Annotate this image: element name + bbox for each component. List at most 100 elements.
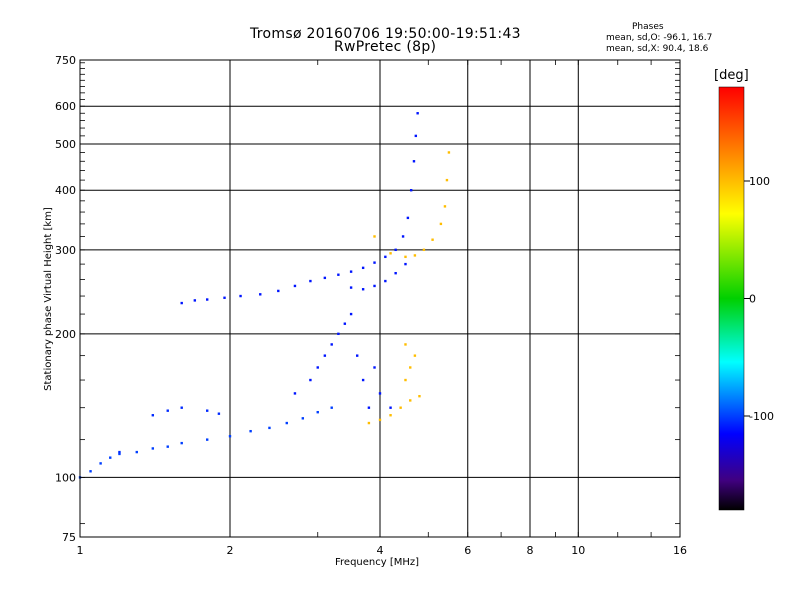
echo-point [151, 447, 155, 450]
echo-point [337, 273, 340, 276]
echo-point [361, 266, 365, 270]
echo-point [118, 450, 121, 454]
echo-point [418, 394, 421, 398]
echo-point [193, 299, 197, 302]
echo-point [394, 271, 397, 275]
echo-point [293, 284, 297, 288]
echo-point [367, 421, 371, 425]
echo-point [309, 279, 312, 283]
echo-point [180, 301, 183, 305]
echo-point [309, 378, 312, 382]
echo-point [343, 322, 347, 325]
echo-point [361, 288, 365, 291]
x-tick-label: 2 [227, 544, 234, 557]
echo-point [277, 289, 280, 293]
colorbar [718, 86, 745, 511]
echo-point [361, 378, 365, 382]
colorbar-unit-label: [deg] [714, 68, 749, 83]
colorbar-tick-label: -100 [749, 410, 774, 423]
echo-point [316, 410, 319, 414]
echo-point [431, 238, 434, 241]
y-tick-label: 75 [62, 531, 76, 544]
x-tick-label: 16 [673, 544, 687, 557]
echo-point [228, 435, 232, 438]
y-tick-label: 400 [55, 184, 76, 197]
echo-point [409, 366, 412, 369]
echo-point [447, 151, 451, 154]
echo-point [373, 261, 376, 264]
colorbar-tick-label: 0 [749, 293, 756, 306]
echo-point [384, 255, 387, 259]
echo-point [151, 414, 155, 417]
grid [80, 60, 680, 537]
y-tick-label: 100 [55, 471, 76, 484]
echo-point [373, 284, 376, 288]
echo-point [89, 470, 92, 473]
echo-point [268, 426, 271, 430]
y-tick-label: 600 [55, 100, 76, 113]
echo-point [373, 235, 376, 238]
echo-point [166, 409, 169, 412]
x-axis-ticks: 1 2 4 6 8 10 16 [77, 60, 687, 557]
echo-point [412, 160, 416, 163]
echo-point [413, 354, 417, 357]
echo-point [404, 378, 407, 382]
echo-point [349, 270, 353, 273]
echo-point [205, 298, 209, 301]
y-axis-ticks: 75 100 200 300 400 500 600 750 [55, 54, 680, 544]
stats-title: Phases [632, 22, 664, 32]
stats-o-mode: mean, sd,O: -96.1, 16.7 [606, 33, 713, 43]
echo-point [409, 399, 412, 402]
chart-subtitle: RwPretec (8p) [334, 39, 437, 55]
echo-point [404, 343, 407, 346]
colorbar-tick-label: 100 [749, 175, 770, 188]
echo-point [445, 178, 449, 182]
echo-point [349, 312, 353, 316]
echo-point [316, 366, 319, 369]
echo-point [389, 414, 392, 417]
echo-point [404, 262, 407, 266]
echo-point [378, 392, 382, 395]
echo-point [223, 296, 226, 299]
y-tick-label: 200 [55, 328, 76, 341]
x-tick-label: 10 [571, 544, 585, 557]
echo-point [414, 134, 418, 138]
colorbar-ticks: 100 0 -100 [744, 175, 774, 423]
echo-point [109, 456, 112, 459]
y-tick-label: 500 [55, 138, 76, 151]
echo-point [416, 112, 419, 115]
echo-point [367, 406, 371, 409]
echo-point [330, 343, 333, 346]
echo-point [355, 354, 359, 357]
echo-points [78, 112, 451, 479]
echo-point [349, 286, 353, 289]
chart-title: Tromsø 20160706 19:50:00-19:51:43 [250, 26, 521, 42]
stats-x-mode: mean, sd,X: 90.4, 18.6 [606, 44, 709, 54]
echo-point [205, 409, 209, 412]
echo-point [337, 332, 340, 336]
echo-point [205, 438, 209, 441]
echo-point [330, 406, 333, 409]
echo-point [285, 421, 288, 425]
x-tick-label: 4 [377, 544, 384, 557]
echo-point [401, 235, 405, 238]
echo-point [443, 205, 447, 208]
echo-point [373, 366, 376, 369]
echo-point [99, 462, 102, 465]
x-axis-label: Frequency [MHz] [335, 557, 420, 568]
echo-point [166, 445, 169, 448]
echo-point [413, 254, 417, 257]
echo-point [293, 392, 297, 395]
echo-point [118, 452, 121, 456]
echo-point [378, 418, 382, 422]
echo-point [217, 412, 221, 415]
x-tick-label: 1 [77, 544, 84, 557]
echo-point [389, 406, 392, 409]
x-tick-label: 6 [464, 544, 471, 557]
echo-point [404, 255, 407, 259]
echo-point [406, 216, 410, 220]
echo-point [135, 450, 138, 454]
echo-point [399, 406, 402, 409]
y-tick-label: 300 [55, 244, 76, 257]
